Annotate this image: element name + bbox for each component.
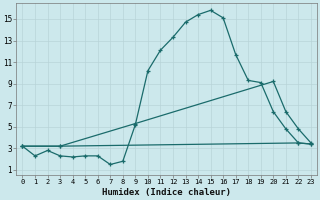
X-axis label: Humidex (Indice chaleur): Humidex (Indice chaleur)	[102, 188, 231, 197]
